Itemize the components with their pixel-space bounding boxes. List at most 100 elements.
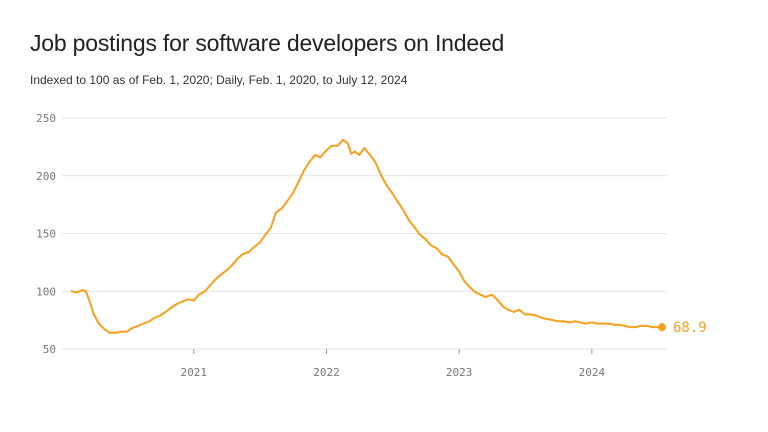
series-point (263, 234, 266, 237)
series-point (495, 298, 498, 301)
series-point (137, 324, 140, 327)
series-point (197, 293, 200, 296)
series-point (108, 331, 111, 334)
series-point (120, 330, 123, 333)
series-point (325, 149, 328, 152)
series-point (84, 290, 87, 293)
series-point (92, 313, 95, 316)
series-point (380, 174, 383, 177)
chart-subtitle: Indexed to 100 as of Feb. 1, 2020; Daily… (30, 73, 408, 87)
series-point (274, 211, 277, 214)
series-point (579, 321, 582, 324)
series-point (529, 313, 532, 316)
y-tick-label: 250 (36, 112, 56, 125)
series-point (292, 192, 295, 195)
series-point (71, 290, 73, 293)
series-point (429, 244, 432, 247)
series-point (590, 321, 593, 324)
series-point (303, 168, 306, 171)
series-point (479, 293, 482, 296)
series-point (214, 278, 217, 281)
series-point (435, 247, 438, 250)
series-point (451, 262, 454, 265)
series-point (474, 291, 477, 294)
series-point (469, 286, 472, 289)
x-tick-label: 2024 (579, 366, 606, 379)
series-point (230, 264, 233, 267)
series-point (236, 257, 239, 260)
series-point (602, 322, 605, 325)
series-point (241, 253, 244, 256)
series-point (595, 322, 598, 325)
series-point (130, 327, 133, 330)
end-marker-layer: 68.9 (658, 320, 707, 336)
series-point (286, 200, 289, 203)
y-tick-label: 100 (36, 285, 56, 298)
series-point (97, 322, 100, 325)
x-axis-ticks: 2021 2022 2023 2024 (181, 349, 606, 379)
series-point (623, 324, 626, 327)
series-point (584, 322, 587, 325)
series-point (639, 324, 642, 327)
series-point (513, 311, 516, 314)
series-point (651, 326, 654, 329)
series-point (192, 299, 195, 302)
series-point (441, 253, 444, 256)
series-point (247, 250, 250, 253)
series-point (446, 255, 449, 258)
grid-layer (62, 117, 667, 350)
series-point (330, 144, 333, 147)
series-point (103, 328, 106, 331)
series-point (219, 274, 222, 277)
series-line (71, 138, 663, 334)
series-point (391, 192, 394, 195)
series-point (319, 156, 322, 159)
x-tick-label: 2022 (313, 366, 340, 379)
x-tick-label: 2023 (446, 366, 473, 379)
series-point (557, 320, 560, 323)
series-point (350, 152, 353, 155)
series-point (341, 138, 344, 141)
series-point (546, 317, 549, 320)
series-point (418, 233, 421, 236)
series-point (336, 144, 339, 147)
series-point (484, 296, 487, 299)
series-point (523, 313, 526, 316)
series-point (81, 289, 84, 292)
y-tick-label: 150 (36, 228, 56, 241)
series-point (358, 153, 361, 156)
series-point (225, 269, 228, 272)
series-layer (71, 138, 663, 334)
series-point (612, 323, 615, 326)
series-point (490, 293, 493, 296)
series-point (297, 181, 300, 184)
series-point (374, 160, 377, 163)
series-point (353, 150, 356, 153)
series-point (76, 291, 79, 294)
series-point (607, 322, 610, 325)
series-point (114, 331, 117, 334)
series-point (629, 326, 632, 329)
series-point (159, 314, 162, 317)
series-point (363, 147, 366, 150)
series-point (396, 200, 399, 203)
series-point (142, 322, 145, 325)
series-point (501, 305, 504, 308)
series-point (88, 299, 91, 302)
series-point (153, 316, 156, 319)
chart-title: Job postings for software developers on … (30, 30, 505, 56)
end-value-label: 68.9 (673, 320, 707, 336)
series-point (407, 218, 410, 221)
series-point (573, 320, 576, 323)
series-point (424, 238, 427, 241)
series-point (506, 308, 509, 311)
series-point (252, 246, 255, 249)
series-point (269, 226, 272, 229)
series-point (458, 270, 461, 273)
series-point (346, 142, 349, 145)
series-point (281, 207, 284, 210)
series-point (258, 241, 261, 244)
y-axis-ticks: 50 100 150 200 250 (36, 112, 56, 356)
series-point (617, 323, 620, 326)
